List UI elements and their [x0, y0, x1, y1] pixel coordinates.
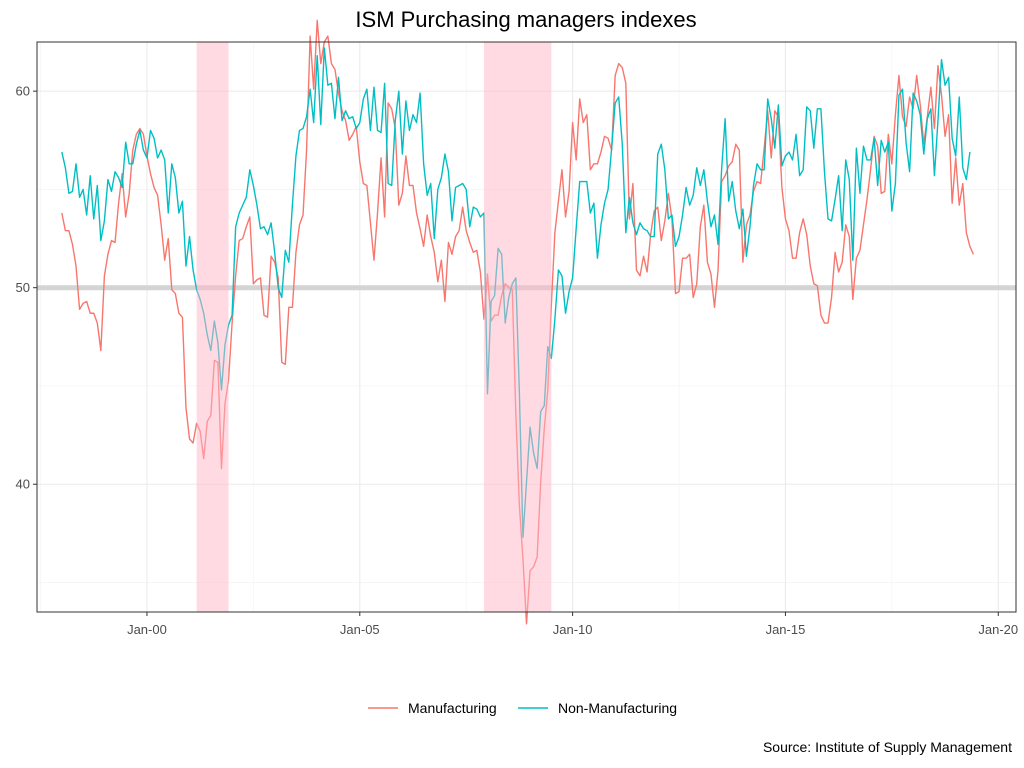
panel-border	[36, 41, 1017, 613]
x-tick-label: Jan-05	[340, 622, 380, 637]
x-tick-label: Jan-00	[127, 622, 167, 637]
legend-label: Non-Manufacturing	[558, 700, 677, 716]
y-tick-label: 40	[16, 477, 30, 492]
recession-shade	[196, 42, 229, 612]
y-tick-label: 50	[16, 280, 30, 295]
x-tick-label: Jan-20	[978, 622, 1018, 637]
legend: Manufacturing Non-Manufacturing	[368, 700, 677, 716]
legend-label: Manufacturing	[408, 700, 497, 716]
x-tick-label: Jan-15	[766, 622, 806, 637]
source-caption: Source: Institute of Supply Management	[763, 739, 1012, 755]
chart-title: ISM Purchasing managers indexes	[355, 7, 696, 32]
y-tick-label: 60	[16, 84, 30, 99]
x-tick-label: Jan-10	[553, 622, 593, 637]
recession-shade	[483, 42, 552, 612]
plot-panel: 40 50 60 Jan-00 Jan-05 Jan-10 Jan-15 Jan-20	[16, 19, 1018, 637]
